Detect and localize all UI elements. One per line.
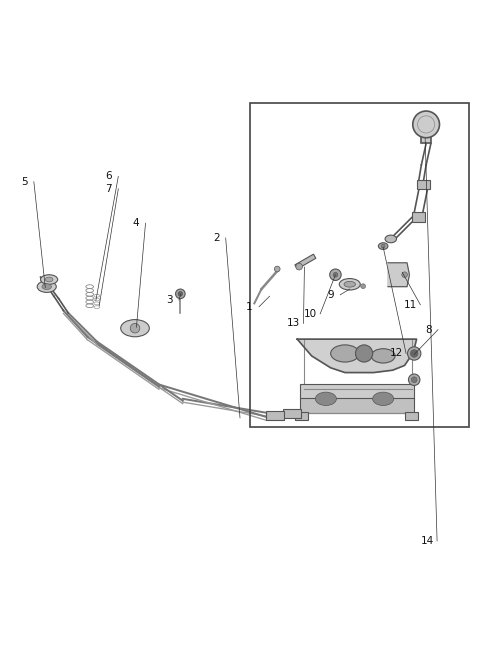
- Ellipse shape: [378, 243, 388, 250]
- Bar: [295, 412, 308, 420]
- Ellipse shape: [40, 275, 58, 284]
- Text: 7: 7: [106, 184, 112, 194]
- Text: 6: 6: [106, 171, 112, 181]
- Polygon shape: [297, 339, 417, 373]
- Text: 8: 8: [425, 325, 432, 335]
- Circle shape: [361, 284, 365, 289]
- Ellipse shape: [176, 289, 185, 299]
- Bar: [300, 398, 414, 413]
- Ellipse shape: [339, 279, 360, 290]
- Ellipse shape: [385, 235, 396, 243]
- Bar: [421, 127, 431, 143]
- Bar: [250, 103, 469, 428]
- Text: 9: 9: [327, 290, 334, 299]
- Circle shape: [402, 272, 408, 278]
- Text: 10: 10: [304, 309, 317, 319]
- Bar: [266, 411, 284, 420]
- Text: 11: 11: [404, 300, 418, 310]
- Polygon shape: [388, 263, 409, 287]
- Text: 3: 3: [166, 295, 173, 305]
- Bar: [283, 409, 301, 418]
- Bar: [300, 384, 414, 399]
- Ellipse shape: [37, 281, 56, 292]
- Text: 14: 14: [421, 536, 434, 546]
- Bar: [412, 212, 425, 222]
- Bar: [295, 254, 316, 269]
- Ellipse shape: [45, 277, 53, 282]
- Ellipse shape: [178, 291, 183, 296]
- Circle shape: [413, 111, 440, 137]
- Ellipse shape: [120, 319, 149, 337]
- Ellipse shape: [344, 282, 356, 287]
- Text: 5: 5: [21, 177, 28, 187]
- Circle shape: [330, 269, 341, 280]
- Text: 4: 4: [132, 218, 139, 228]
- Ellipse shape: [296, 264, 302, 270]
- Bar: [405, 412, 418, 420]
- Text: 13: 13: [288, 319, 300, 329]
- Text: 2: 2: [213, 233, 219, 243]
- Circle shape: [130, 323, 140, 333]
- Ellipse shape: [275, 266, 280, 272]
- Bar: [417, 180, 430, 189]
- Circle shape: [333, 272, 338, 277]
- Ellipse shape: [42, 284, 51, 290]
- Circle shape: [381, 244, 385, 248]
- Ellipse shape: [411, 377, 417, 382]
- Ellipse shape: [331, 345, 360, 362]
- Ellipse shape: [408, 374, 420, 385]
- Ellipse shape: [410, 350, 418, 357]
- Ellipse shape: [408, 347, 421, 360]
- Text: 12: 12: [390, 349, 403, 359]
- Ellipse shape: [371, 349, 395, 363]
- Text: 1: 1: [246, 301, 253, 311]
- Ellipse shape: [315, 392, 336, 406]
- Ellipse shape: [372, 392, 394, 406]
- Circle shape: [356, 345, 372, 362]
